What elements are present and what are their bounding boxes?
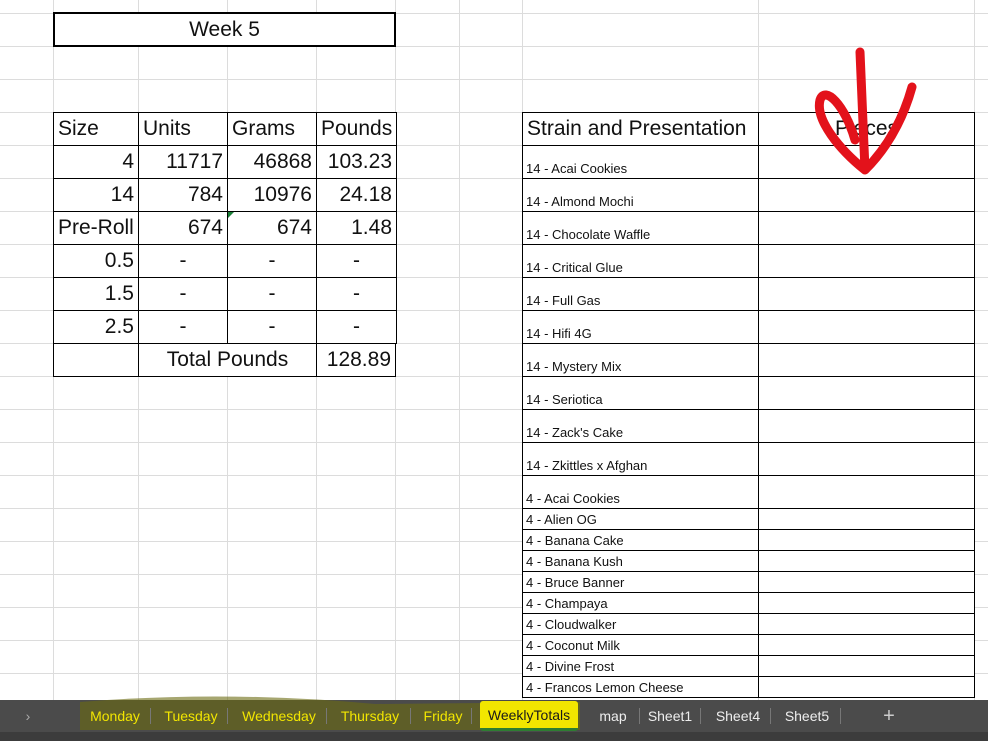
pieces-cell[interactable] <box>758 571 975 593</box>
pieces-cell[interactable] <box>758 613 975 635</box>
sheet-tab-bar: › Monday Tuesday Wednesday Thursday Friday We… <box>0 696 988 732</box>
strain-cell[interactable]: 14 - Almond Mochi <box>522 178 759 212</box>
summary-cell[interactable]: - <box>227 277 317 311</box>
pieces-cell[interactable] <box>758 178 975 212</box>
summary-cell[interactable]: 784 <box>138 178 228 212</box>
summary-cell[interactable]: - <box>227 310 317 344</box>
summary-cell[interactable]: 1.5 <box>53 277 139 311</box>
pieces-cell[interactable] <box>758 376 975 410</box>
tab-tuesday[interactable]: Tuesday <box>164 708 218 724</box>
strain-cell[interactable]: 14 - Mystery Mix <box>522 343 759 377</box>
add-sheet-button[interactable]: + <box>883 704 895 727</box>
strain-cell[interactable]: 14 - Seriotica <box>522 376 759 410</box>
strain-cell[interactable]: 14 - Acai Cookies <box>522 145 759 179</box>
summary-cell[interactable]: 103.23 <box>316 145 397 179</box>
tab-sheet5[interactable]: Sheet5 <box>784 708 830 724</box>
summary-cell[interactable]: Pre-Roll <box>53 211 139 245</box>
strain-cell[interactable]: 14 - Zack's Cake <box>522 409 759 443</box>
week-title[interactable]: Week 5 <box>53 12 396 47</box>
summary-cell[interactable]: 11717 <box>138 145 228 179</box>
tab-thursday[interactable]: Thursday <box>340 708 400 724</box>
summary-header-cell[interactable]: Units <box>138 112 228 146</box>
summary-cell[interactable]: - <box>316 310 397 344</box>
pieces-cell[interactable] <box>758 244 975 278</box>
strain-cell[interactable]: 4 - Francos Lemon Cheese <box>522 676 759 698</box>
tab-separator <box>840 708 841 724</box>
summary-cell[interactable]: 10976 <box>227 178 317 212</box>
summary-cell[interactable]: - <box>138 244 228 278</box>
tab-separator <box>639 708 640 724</box>
summary-cell[interactable]: 1.48 <box>316 211 397 245</box>
pieces-cell[interactable] <box>758 655 975 677</box>
summary-cell[interactable]: 674 <box>138 211 228 245</box>
summary-cell[interactable]: 24.18 <box>316 178 397 212</box>
summary-cell[interactable]: 674 <box>227 211 317 245</box>
strain-cell[interactable]: 4 - Acai Cookies <box>522 475 759 509</box>
summary-cell[interactable]: - <box>316 277 397 311</box>
strain-header[interactable]: Strain and Presentation <box>522 112 759 146</box>
pieces-cell[interactable] <box>758 550 975 572</box>
tab-weeklytotals[interactable]: WeeklyTotals <box>480 701 578 731</box>
tab-sheet1[interactable]: Sheet1 <box>647 708 693 724</box>
status-bar <box>0 732 988 741</box>
summary-total-blank[interactable] <box>53 343 139 377</box>
summary-header-cell[interactable]: Grams <box>227 112 317 146</box>
tab-separator <box>326 708 327 724</box>
strain-cell[interactable]: 14 - Full Gas <box>522 277 759 311</box>
pieces-cell[interactable] <box>758 343 975 377</box>
summary-header-cell[interactable]: Pounds <box>316 112 397 146</box>
red-arrow-annotation <box>814 47 917 175</box>
pieces-cell[interactable] <box>758 529 975 551</box>
pieces-cell[interactable] <box>758 409 975 443</box>
pieces-cell[interactable] <box>758 310 975 344</box>
strain-cell[interactable]: 14 - Hifi 4G <box>522 310 759 344</box>
tab-separator <box>770 708 771 724</box>
summary-cell[interactable]: 14 <box>53 178 139 212</box>
pieces-cell[interactable] <box>758 442 975 476</box>
tab-separator <box>150 708 151 724</box>
summary-cell[interactable]: - <box>316 244 397 278</box>
summary-cell[interactable]: - <box>227 244 317 278</box>
summary-cell[interactable]: - <box>138 310 228 344</box>
total-pounds-value[interactable]: 128.89 <box>316 343 396 377</box>
strain-cell[interactable]: 4 - Cloudwalker <box>522 613 759 635</box>
error-indicator-icon <box>228 212 234 218</box>
tab-friday[interactable]: Friday <box>423 708 463 724</box>
pieces-cell[interactable] <box>758 676 975 698</box>
summary-cell[interactable]: 0.5 <box>53 244 139 278</box>
summary-cell[interactable]: - <box>138 277 228 311</box>
strain-cell[interactable]: 4 - Bruce Banner <box>522 571 759 593</box>
yellow-highlight-annotation <box>80 696 580 730</box>
pieces-cell[interactable] <box>758 211 975 245</box>
strain-cell[interactable]: 4 - Coconut Milk <box>522 634 759 656</box>
tab-separator <box>410 708 411 724</box>
total-pounds-label[interactable]: Total Pounds <box>138 343 317 377</box>
strain-cell[interactable]: 14 - Zkittles x Afghan <box>522 442 759 476</box>
summary-cell[interactable]: 4 <box>53 145 139 179</box>
pieces-cell[interactable] <box>758 508 975 530</box>
strain-cell[interactable]: 14 - Critical Glue <box>522 244 759 278</box>
summary-header-cell[interactable]: Size <box>53 112 139 146</box>
scroll-tabs-icon[interactable]: › <box>25 708 31 724</box>
strain-cell[interactable]: 4 - Alien OG <box>522 508 759 530</box>
strain-cell[interactable]: 4 - Banana Kush <box>522 550 759 572</box>
strain-cell[interactable]: 4 - Divine Frost <box>522 655 759 677</box>
tab-separator <box>700 708 701 724</box>
tab-map[interactable]: map <box>599 708 627 724</box>
summary-cell[interactable]: 2.5 <box>53 310 139 344</box>
tab-sheet4[interactable]: Sheet4 <box>715 708 761 724</box>
pieces-cell[interactable] <box>758 634 975 656</box>
summary-cell[interactable]: 46868 <box>227 145 317 179</box>
tab-monday[interactable]: Monday <box>90 708 140 724</box>
strain-cell[interactable]: 4 - Champaya <box>522 592 759 614</box>
strain-cell[interactable]: 4 - Banana Cake <box>522 529 759 551</box>
tab-wednesday[interactable]: Wednesday <box>242 708 316 724</box>
strain-cell[interactable]: 14 - Chocolate Waffle <box>522 211 759 245</box>
tab-separator <box>227 708 228 724</box>
tab-separator <box>471 708 472 724</box>
pieces-cell[interactable] <box>758 592 975 614</box>
pieces-cell[interactable] <box>758 475 975 509</box>
gridline <box>459 0 460 700</box>
pieces-cell[interactable] <box>758 277 975 311</box>
